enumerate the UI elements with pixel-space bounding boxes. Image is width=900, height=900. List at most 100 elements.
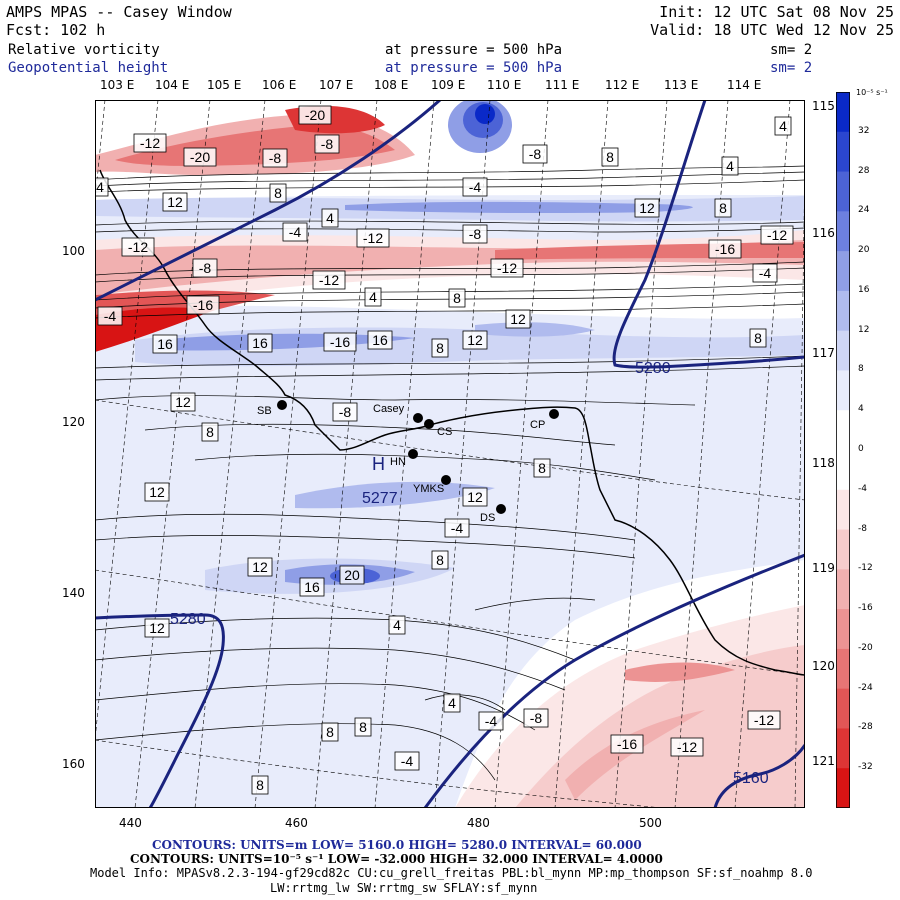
colorbar-swatch xyxy=(836,410,850,451)
colorbar-label: -20 xyxy=(858,642,873,653)
contour-label-text: -4 xyxy=(289,224,302,240)
contour-label-text: 4 xyxy=(779,118,787,134)
contour-label-box xyxy=(462,330,488,350)
contour-label-box xyxy=(170,392,196,412)
lon-label: 104 E xyxy=(155,78,190,92)
contour-label-box xyxy=(321,208,339,228)
forecast-hour: Fcst: 102 h xyxy=(6,21,106,39)
y-tick: 160 xyxy=(62,757,85,771)
field1-smoothing: sm= 2 xyxy=(770,42,813,58)
contour-label-text: 12 xyxy=(167,194,183,210)
contour-label-box xyxy=(186,295,220,315)
plot-title: AMPS MPAS -- Casey Window xyxy=(6,3,232,21)
contour-label-box xyxy=(394,751,420,771)
field2-smoothing: sm= 2 xyxy=(770,60,813,76)
station-marker xyxy=(496,504,506,514)
contour-label-text: -12 xyxy=(140,135,160,151)
contour-label-box xyxy=(388,615,406,635)
station-marker xyxy=(549,409,559,419)
contour-label-text: 12 xyxy=(510,311,526,327)
field1-level: at pressure = 500 hPa xyxy=(385,42,563,58)
colorbar-swatch xyxy=(836,688,850,729)
colorbar-units: 10⁻⁵ s⁻¹ xyxy=(856,88,888,97)
y-tick: 140 xyxy=(62,586,85,600)
contour-label-box xyxy=(121,237,155,257)
contour-label-text: 16 xyxy=(372,332,388,348)
contour-label-box xyxy=(314,134,340,154)
contour-label-text: 4 xyxy=(96,179,104,195)
colorbar-label: 0 xyxy=(858,444,864,454)
model-info-physics: LW:rrtmg_lw SW:rrtmg_sw SFLAY:sf_mynn xyxy=(270,881,538,895)
contour-label-box xyxy=(364,287,382,307)
contour-label-box xyxy=(354,717,372,737)
contour-label-text: 12 xyxy=(175,394,191,410)
colorbar-swatch xyxy=(836,609,850,650)
x-tick: 500 xyxy=(639,816,662,830)
colorbar-swatch xyxy=(836,171,850,212)
contour-label-box xyxy=(478,711,504,731)
contour-label-box xyxy=(201,422,219,442)
vort-region xyxy=(345,201,693,214)
colorbar-label: 16 xyxy=(858,284,870,295)
coastline xyxy=(99,169,805,676)
station-marker xyxy=(277,400,287,410)
model-info: Model Info: MPASv8.2.3-194-gf29cd82c CU:… xyxy=(90,866,813,880)
colorbar-label: -24 xyxy=(858,682,873,693)
contour-label-text: 16 xyxy=(252,335,268,351)
contour-label-box xyxy=(747,710,781,730)
high-value: 5277 xyxy=(362,490,398,507)
colorbar-label: 28 xyxy=(858,165,870,176)
contour-label-box xyxy=(299,577,325,597)
contour-label-text: 16 xyxy=(157,336,173,352)
contour-label-box xyxy=(183,147,217,167)
vorticity-map: 5280 5280 5160 H 5277 Casey CS CP HN YMK… xyxy=(95,100,805,808)
contour-label-text: 8 xyxy=(206,424,214,440)
station-label: HN xyxy=(390,456,406,468)
colorbar-label: -12 xyxy=(858,563,873,574)
contour-label-text: -12 xyxy=(319,272,339,288)
x-tick: 460 xyxy=(285,816,308,830)
contour-label-text: 12 xyxy=(467,489,483,505)
contour-label-text: 8 xyxy=(326,724,334,740)
station-label: Casey xyxy=(373,403,405,415)
contour-label-box xyxy=(760,225,794,245)
contour-label-box xyxy=(367,330,393,350)
contour-labels: -20 -12 -20 -8 -8 -4 -8 8 4 4 4 12 8 12 8 4 -4 -12 -8 -12 -8… xyxy=(95,105,794,795)
contour-label-text: -4 xyxy=(759,265,772,281)
contour-label-text: -20 xyxy=(190,149,210,165)
x-tick: 440 xyxy=(119,816,142,830)
height-label: 5280 xyxy=(635,360,671,377)
colorbar-label: -28 xyxy=(858,722,873,733)
contour-label-box xyxy=(144,482,170,502)
contour-label-box xyxy=(490,258,524,278)
contour-label-text: 4 xyxy=(326,210,334,226)
contour-label-text: 12 xyxy=(149,620,165,636)
colorbar-label: -4 xyxy=(858,483,867,494)
station-label: CS xyxy=(437,426,452,438)
contour-label-text: 20 xyxy=(344,567,360,583)
lon-label: 113 E xyxy=(664,78,699,92)
contour-label-box xyxy=(462,487,488,507)
contour-label-box xyxy=(269,183,287,203)
contour-label-text: -4 xyxy=(401,753,414,769)
contour-label-text: 8 xyxy=(538,460,546,476)
contour-label-text: -8 xyxy=(269,150,282,166)
colorbar-swatch xyxy=(836,529,850,570)
vort-region xyxy=(95,305,805,808)
contour-label-text: 16 xyxy=(304,579,320,595)
contour-label-text: 12 xyxy=(252,559,268,575)
contour-label-box xyxy=(522,144,548,164)
colorbar-swatch xyxy=(836,251,850,292)
contour-label-box xyxy=(714,198,732,218)
contour-label-box xyxy=(431,550,449,570)
contour-label-text: -16 xyxy=(715,241,735,257)
stations: Casey CS CP HN YMKS DS SB xyxy=(257,400,559,524)
y-tick: 100 xyxy=(62,244,85,258)
contour-label-box xyxy=(670,737,704,757)
colorbar-label: 20 xyxy=(858,245,870,256)
contour-label-text: 12 xyxy=(149,484,165,500)
field2-name: Geopotential height xyxy=(8,60,169,76)
lon-label: 109 E xyxy=(431,78,466,92)
station-marker xyxy=(441,475,451,485)
colorbar xyxy=(836,92,850,808)
